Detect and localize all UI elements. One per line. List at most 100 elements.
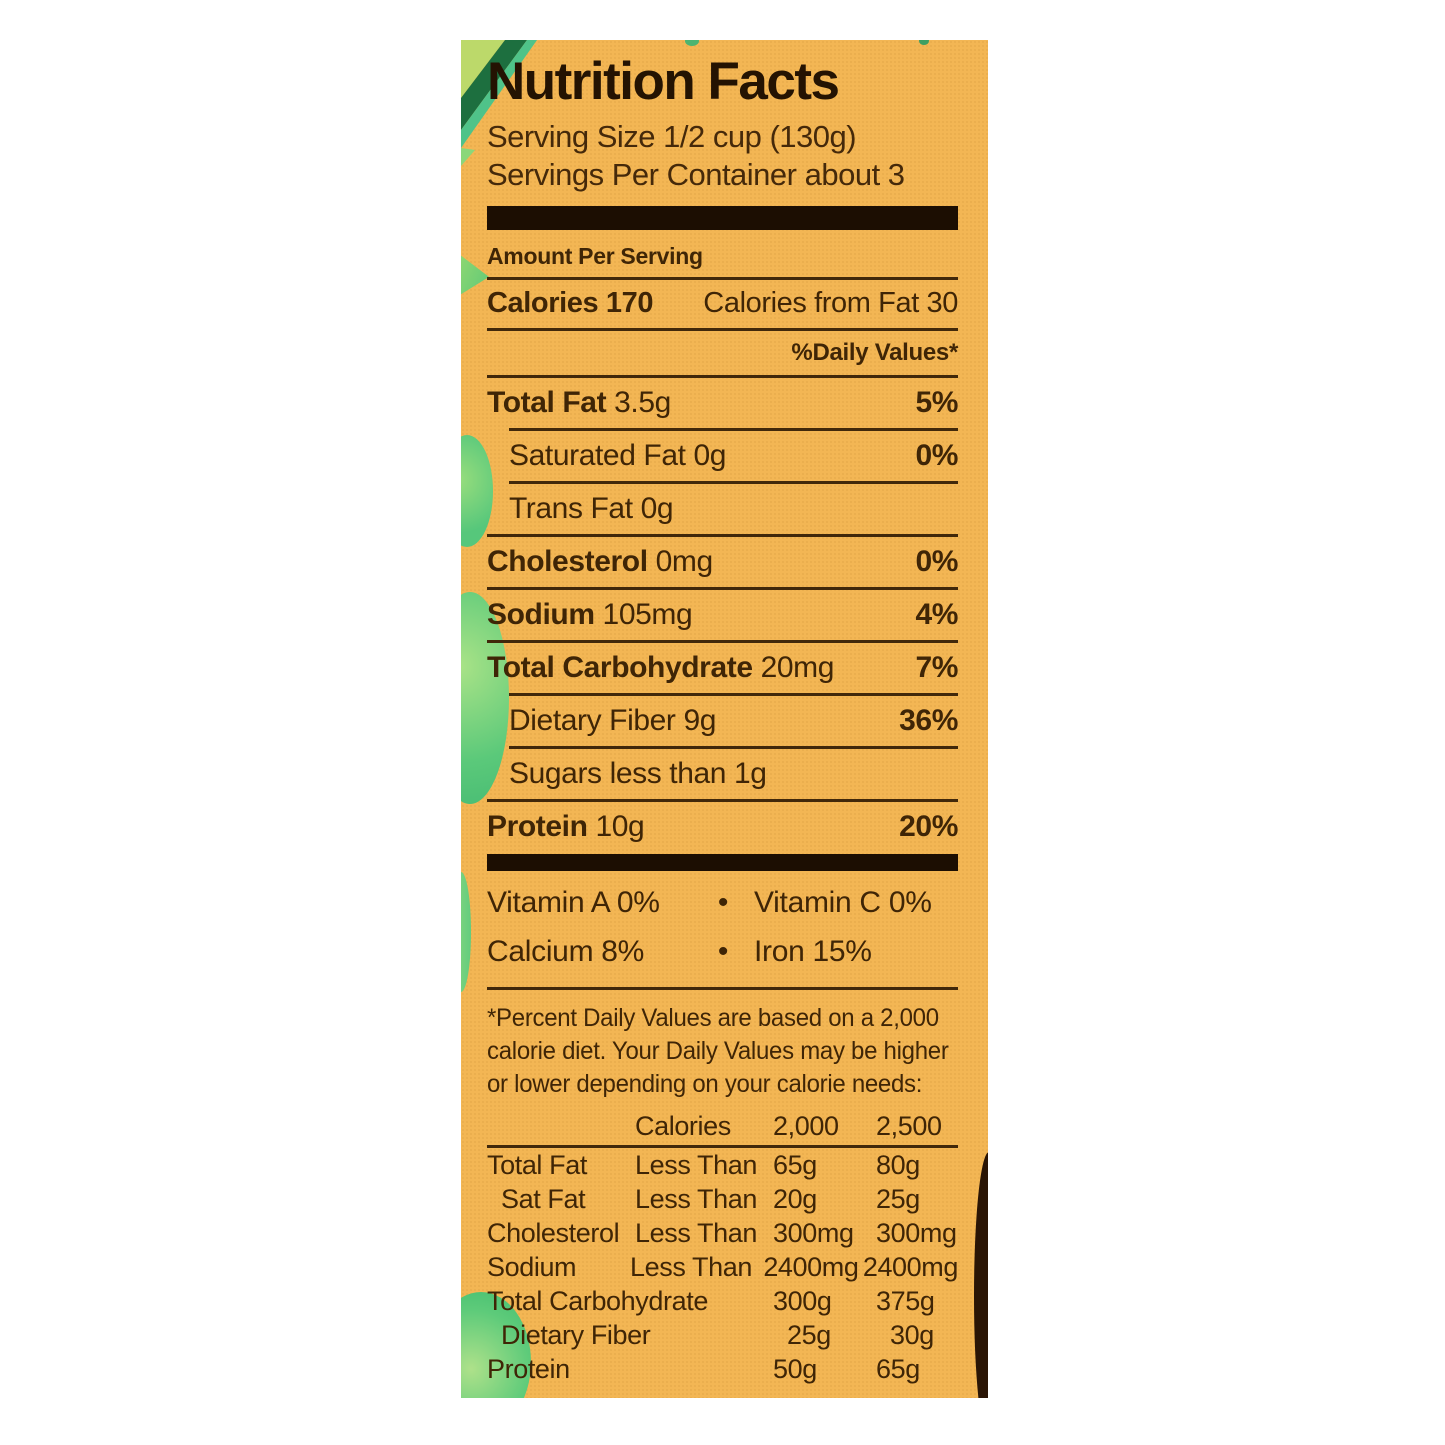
dv-row-total-carbohydrate: Total Carbohydrate 300g 375g	[487, 1284, 958, 1318]
nutrient-amount: 20mg	[760, 650, 835, 684]
dv-cell: 2400mg	[763, 1251, 859, 1282]
dv-cell: Total Carbohydrate	[487, 1285, 708, 1316]
nutrient-row-saturated-fat: Saturated Fat 0g 0%	[487, 431, 958, 481]
dv-row-sat-fat: Sat Fat Less Than 20g 25g	[487, 1182, 958, 1216]
dv-cell: Less Than	[629, 1251, 752, 1282]
nutrient-percent: 0%	[915, 544, 958, 578]
dv-cell: Less Than	[635, 1217, 757, 1248]
dv-row-sodium: Sodium Less Than 2400mg 2400mg	[487, 1250, 958, 1284]
rule	[509, 480, 958, 484]
rule	[509, 692, 958, 696]
rule	[487, 327, 958, 331]
vitamin-c: Vitamin C 0%	[754, 885, 932, 919]
nutrient-amount: 3.5g	[614, 385, 671, 419]
servings-per-container: Servings Per Container about 3	[487, 156, 905, 192]
leaf-decoration-left-lower	[461, 872, 471, 992]
serving-size: Serving Size 1/2 cup (130g)	[487, 118, 857, 154]
nutrient-percent: 4%	[915, 597, 958, 631]
nutrition-facts-panel: Nutrition Facts Serving Size 1/2 cup (13…	[461, 54, 988, 1386]
dv-cell: 25g	[876, 1183, 920, 1214]
rule	[487, 533, 958, 537]
rule	[509, 427, 958, 431]
dv-cell: 2400mg	[862, 1251, 959, 1282]
dv-cell: 300g	[773, 1285, 832, 1316]
nutrient-percent: 0%	[915, 438, 958, 472]
nutrient-name: Saturated Fat	[509, 438, 686, 472]
dv-cell: 80g	[876, 1149, 920, 1180]
dv-cell: 20g	[773, 1183, 817, 1214]
nutrient-row-sugars: Sugars less than 1g	[487, 749, 958, 799]
nutrient-row-total-fat: Total Fat 3.5g 5%	[487, 378, 958, 428]
dv-cell: Sat Fat	[501, 1183, 586, 1214]
nutrient-name: Dietary Fiber	[509, 703, 676, 737]
daily-values-footnote: *Percent Daily Values are based on a 2,0…	[487, 1003, 949, 1098]
dv-row-total-fat: Total Fat Less Than 65g 80g	[487, 1148, 958, 1182]
nutrient-amount: less than 1g	[609, 756, 767, 790]
dv-row-protein: Protein 50g 65g	[487, 1352, 958, 1386]
nutrient-name: Cholesterol	[487, 544, 648, 578]
can-edge-shadow	[974, 1152, 988, 1398]
rule	[487, 586, 958, 590]
nutrient-amount: 105mg	[602, 597, 693, 631]
dv-cell: Less Than	[635, 1183, 757, 1214]
nutrient-name: Total Carbohydrate	[487, 650, 753, 684]
calcium: Calcium 8%	[487, 934, 645, 968]
rule	[487, 374, 958, 378]
daily-values-table: Calories 2,000 2,500 Total Fat Less Than…	[487, 1109, 958, 1386]
dv-cell: 300mg	[773, 1217, 854, 1248]
divider-thick-bottom	[487, 853, 958, 871]
dv-cell: 50g	[773, 1353, 817, 1384]
rule	[487, 639, 958, 643]
dv-cell: Sodium	[487, 1251, 577, 1282]
dv-header-spacer	[487, 1109, 635, 1143]
nutrient-percent: 36%	[899, 703, 958, 737]
vitamins-row-2: Calcium 8% • Iron 15%	[487, 920, 958, 987]
dv-row-dietary-fiber: Dietary Fiber 25g 30g	[487, 1318, 958, 1352]
calories-value: Calories 170	[487, 286, 654, 319]
nutrient-name: Trans Fat	[509, 491, 633, 525]
dv-header-calories: Calories	[635, 1110, 731, 1141]
leaf-speck-top-center	[685, 40, 699, 46]
nutrient-row-sodium: Sodium 105mg 4%	[487, 590, 958, 640]
vitamin-a: Vitamin A 0%	[487, 885, 660, 919]
vitamins-row-1: Vitamin A 0% • Vitamin C 0%	[487, 871, 958, 920]
dv-row-cholesterol: Cholesterol Less Than 300mg 300mg	[487, 1216, 958, 1250]
nutrient-row-protein: Protein 10g 20%	[487, 802, 958, 852]
dv-header-2000: 2,000	[773, 1110, 839, 1141]
bullet-icon: •	[717, 885, 729, 919]
panel-title: Nutrition Facts	[487, 52, 840, 111]
rule	[487, 986, 958, 990]
dv-cell: Dietary Fiber	[501, 1319, 651, 1350]
daily-values-header: %Daily Values*	[791, 338, 958, 366]
iron: Iron 15%	[754, 934, 872, 968]
divider-thick-top	[487, 205, 958, 230]
nutrient-name: Total Fat	[487, 385, 607, 419]
dv-cell: 375g	[876, 1285, 935, 1316]
serving-info: Serving Size 1/2 cup (130g) Servings Per…	[487, 118, 958, 194]
nutrient-amount: 0g	[693, 438, 727, 472]
nutrient-percent: 5%	[915, 385, 958, 419]
dv-cell: 65g	[876, 1353, 920, 1384]
dv-cell: 65g	[773, 1149, 817, 1180]
leaf-speck-top-right	[919, 40, 929, 45]
leaf-decoration-top-left	[461, 40, 537, 166]
nutrient-amount: 10g	[595, 809, 645, 843]
dv-cell: 300mg	[876, 1217, 957, 1248]
nutrient-row-trans-fat: Trans Fat 0g	[487, 484, 958, 534]
nutrient-percent: 20%	[899, 809, 958, 843]
amount-per-serving-label: Amount Per Serving	[487, 242, 703, 269]
rule	[487, 276, 958, 280]
nutrient-amount: 0mg	[655, 544, 714, 578]
dv-cell: Protein	[487, 1353, 570, 1384]
dv-cell: 30g	[890, 1319, 934, 1350]
nutrient-name: Sodium	[487, 597, 595, 631]
bullet-icon: •	[717, 934, 729, 968]
dv-cell: Total Fat	[487, 1149, 587, 1180]
dv-cell: Less Than	[635, 1149, 757, 1180]
dv-header-2500: 2,500	[876, 1110, 942, 1141]
rule	[487, 798, 958, 802]
nutrient-name: Sugars	[509, 756, 602, 790]
rule	[509, 745, 958, 749]
nutrient-amount: 0g	[640, 491, 674, 525]
